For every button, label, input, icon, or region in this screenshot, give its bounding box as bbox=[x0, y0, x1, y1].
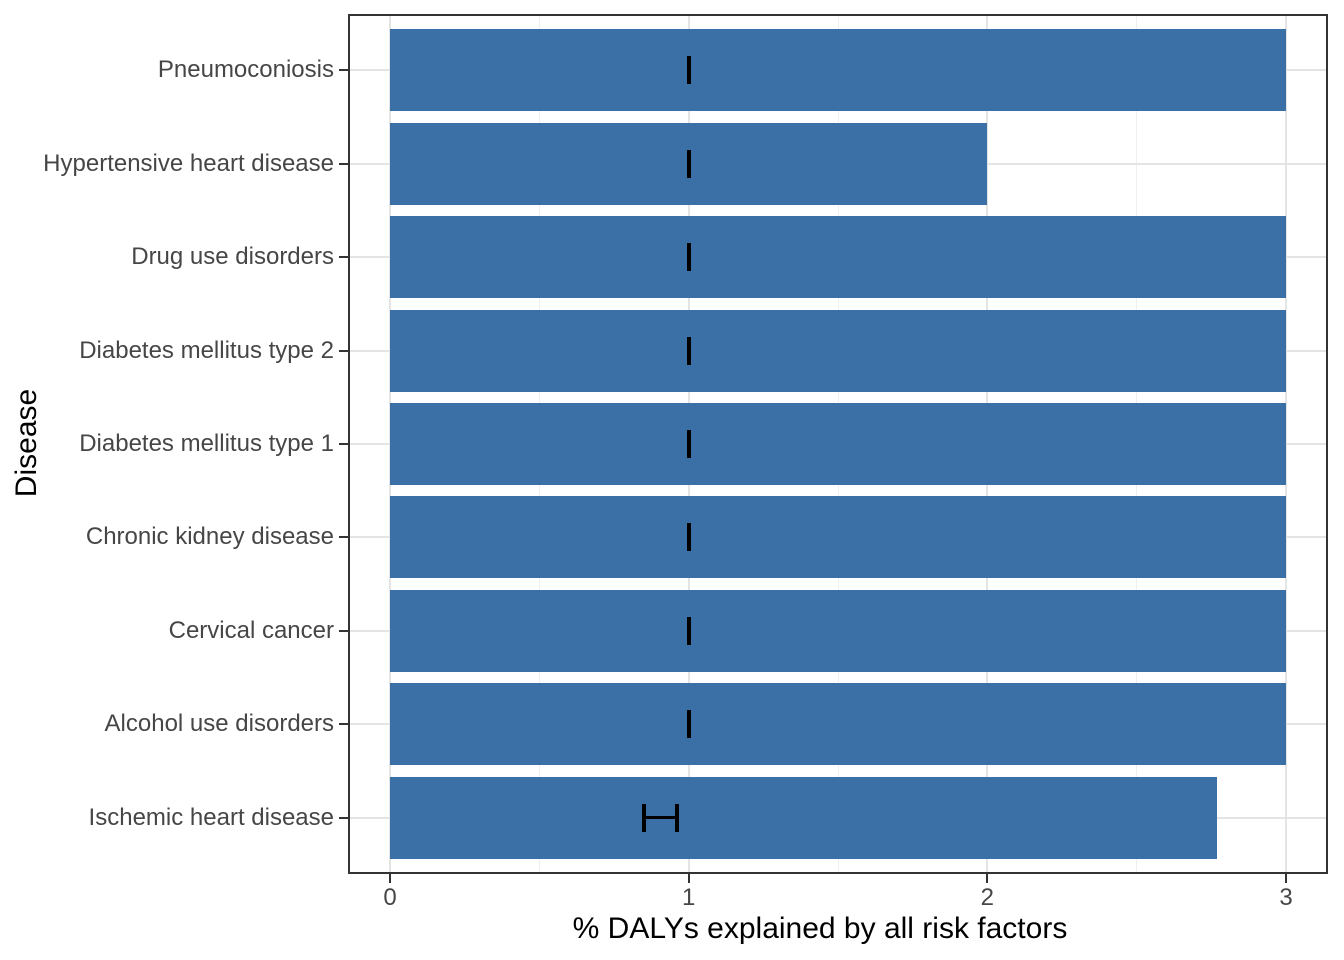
y-tick-label: Chronic kidney disease bbox=[85, 523, 334, 551]
bar bbox=[390, 683, 1286, 766]
bar bbox=[390, 309, 1286, 392]
y-tick-mark bbox=[339, 629, 348, 632]
y-tick-label: Hypertensive heart disease bbox=[43, 149, 334, 177]
y-tick-label: Cervical cancer bbox=[168, 616, 334, 644]
error-bar-cap bbox=[686, 56, 691, 85]
y-tick-label: Diabetes mellitus type 1 bbox=[79, 430, 334, 457]
x-axis-title: % DALYs explained by all risk factors bbox=[572, 912, 1068, 945]
error-bar-cap bbox=[686, 710, 691, 739]
y-tick-mark bbox=[339, 536, 348, 539]
bar bbox=[390, 496, 1286, 579]
x-tick-mark bbox=[1285, 874, 1287, 883]
x-tick-label: 3 bbox=[1279, 884, 1293, 911]
error-bar-cap bbox=[674, 803, 679, 832]
bar bbox=[390, 29, 1286, 112]
y-tick-mark bbox=[339, 816, 348, 819]
bar bbox=[390, 589, 1286, 672]
y-tick-label: Alcohol use disorders bbox=[104, 710, 334, 738]
error-bar-cap bbox=[686, 523, 691, 552]
y-tick-mark bbox=[339, 443, 348, 445]
x-tick-mark bbox=[389, 874, 391, 883]
y-tick-mark bbox=[339, 256, 348, 259]
error-bar-cap bbox=[686, 149, 691, 178]
y-tick-label: Ischemic heart disease bbox=[88, 803, 334, 831]
error-bar-cap bbox=[686, 243, 691, 272]
error-bar-cap bbox=[686, 336, 691, 365]
error-bar-line bbox=[643, 816, 677, 820]
error-bar-cap bbox=[641, 803, 646, 832]
y-tick-mark bbox=[339, 349, 348, 352]
y-tick-label: Drug use disorders bbox=[131, 243, 334, 271]
error-bar-cap bbox=[686, 616, 691, 645]
x-tick-mark bbox=[687, 874, 690, 883]
x-tick-label: 0 bbox=[383, 884, 397, 911]
y-tick-label: Pneumoconiosis bbox=[157, 56, 334, 84]
y-tick-mark bbox=[339, 162, 348, 165]
error-bar-cap bbox=[686, 430, 691, 458]
x-tick-mark bbox=[986, 874, 989, 883]
x-tick-label: 2 bbox=[980, 884, 994, 911]
y-tick-mark bbox=[339, 723, 348, 726]
y-tick-label: Diabetes mellitus type 2 bbox=[79, 336, 334, 364]
y-tick-mark bbox=[339, 69, 348, 72]
plot-panel bbox=[348, 14, 1328, 874]
bar bbox=[390, 403, 1286, 485]
bar bbox=[390, 216, 1286, 299]
x-tick-label: 1 bbox=[681, 884, 696, 911]
bar bbox=[390, 776, 1218, 859]
